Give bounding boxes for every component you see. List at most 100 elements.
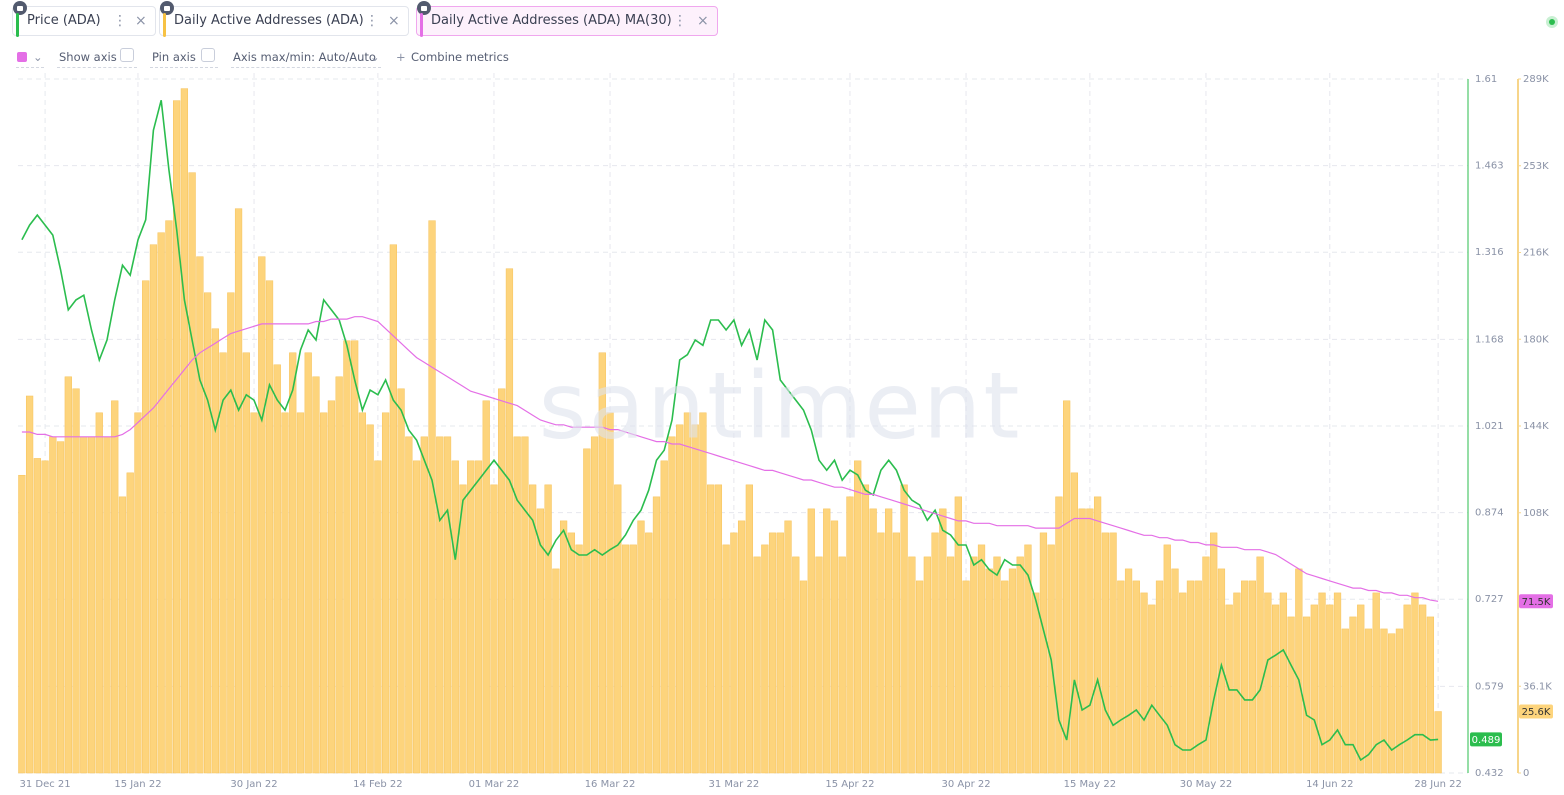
tab-close[interactable]: × [135,13,147,29]
bar [1086,508,1094,774]
bar [142,280,150,774]
bar [575,544,583,774]
bar [1016,556,1024,774]
bar [227,292,235,774]
x-tick-label: 30 Apr 22 [941,779,990,790]
bar [1032,592,1040,774]
bar [598,352,606,774]
metric-tab[interactable]: Price (ADA) ⋮ × [12,1,156,37]
bar [459,484,467,774]
bar [118,496,127,774]
combine-metrics[interactable]: Combine metrics [411,50,509,64]
bar [389,244,397,774]
y-tick-label: 1.463 [1475,161,1504,172]
bar [64,376,72,774]
bar [1055,496,1063,774]
metric-tab[interactable]: Daily Active Addresses (ADA) ⋮ × [159,1,409,37]
tab-menu[interactable]: ⋮ [365,13,379,29]
bar [374,460,382,774]
bar [722,544,730,774]
bar [1171,568,1179,774]
line [21,316,1439,602]
line [21,99,1439,762]
bar [87,436,96,774]
bar [714,484,723,774]
bar [830,520,839,774]
y-tick-label: 1.316 [1475,247,1504,258]
value-badge [1470,732,1502,747]
x-tick-label: 14 Jun 22 [1306,779,1353,790]
bar [799,580,808,774]
color-picker[interactable] [17,52,27,62]
y-tick-label: 0.432 [1475,768,1504,779]
bar [1372,592,1380,774]
bar [962,580,970,774]
bar [923,556,931,774]
bar [1395,628,1404,774]
tab-menu[interactable]: ⋮ [113,13,127,29]
bar [1302,616,1311,774]
bar [745,484,753,774]
tab-color [16,13,19,37]
bar [1264,592,1272,774]
bar [730,532,738,774]
metric-tab[interactable]: Daily Active Addresses (ADA) MA(30) ⋮ × [416,1,718,37]
x-tick-label: 16 Mar 22 [585,779,636,790]
bar [676,424,684,774]
checkbox[interactable] [201,48,215,62]
bar [188,172,196,774]
bar [320,412,328,774]
tab-close[interactable]: × [697,13,709,29]
bar [559,520,568,774]
bar [1287,616,1295,774]
axis-minmax[interactable]: Axis max/min: Auto/Auto [233,50,376,64]
bar [103,436,111,774]
y2-tick-label: 180K [1523,334,1549,345]
bar [134,412,142,774]
bar [885,508,893,774]
tab-close[interactable]: × [388,13,400,29]
bar [614,484,622,774]
show-axis[interactable]: Show axis [59,50,117,64]
bar [892,532,901,774]
bar [1202,556,1210,774]
bar [1426,616,1435,774]
tab-menu[interactable]: ⋮ [673,13,687,29]
bar [1217,568,1226,774]
chevron[interactable]: ⌄ [33,50,43,64]
x-tick-label: 31 Dec 21 [20,779,71,790]
bar [18,474,26,774]
bar [474,460,483,774]
bar [412,460,421,774]
bar [939,508,947,774]
bar [1419,604,1427,774]
bar [405,436,413,774]
bar [993,556,1001,774]
chevron[interactable]: ⌄ [370,50,380,64]
bar [1194,580,1202,774]
value-badge-label: 71.5K [1522,597,1551,608]
bar [784,520,792,774]
y-tick-label: 1.61 [1475,74,1497,85]
y2-tick-label: 144K [1523,421,1549,432]
bar [173,100,181,774]
y-tick-label: 0.579 [1475,681,1504,692]
bar [536,508,545,774]
lock-icon [417,1,431,15]
pin-axis[interactable]: Pin axis [152,50,196,64]
bar [815,556,823,774]
bar [273,364,281,774]
bar [1078,508,1086,774]
plus-icon[interactable]: + [396,50,406,64]
bar [358,412,367,774]
checkbox[interactable] [120,48,134,62]
x-tick-label: 30 Jan 22 [230,779,277,790]
bar [1024,544,1032,774]
bar [1063,400,1071,774]
y2-tick-label: 289K [1523,74,1549,85]
bar [296,412,305,774]
value-badge-label: 25.6K [1522,707,1551,718]
bar [1333,592,1342,774]
bar [590,436,599,774]
bar [1155,580,1164,774]
